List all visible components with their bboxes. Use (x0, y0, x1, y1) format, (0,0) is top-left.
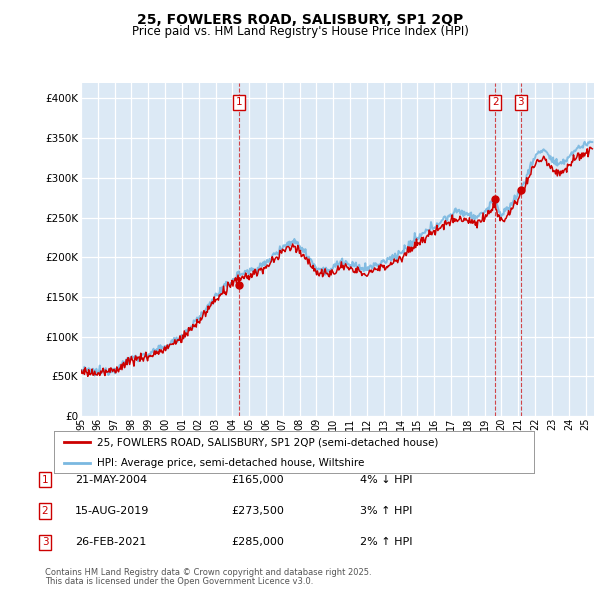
Text: 3: 3 (518, 97, 524, 107)
Text: 1: 1 (235, 97, 242, 107)
Text: 3: 3 (41, 537, 49, 547)
Text: 3% ↑ HPI: 3% ↑ HPI (360, 506, 412, 516)
Text: 2% ↑ HPI: 2% ↑ HPI (360, 537, 413, 547)
Text: 4% ↓ HPI: 4% ↓ HPI (360, 475, 413, 484)
Text: Contains HM Land Registry data © Crown copyright and database right 2025.: Contains HM Land Registry data © Crown c… (45, 568, 371, 577)
Text: Price paid vs. HM Land Registry's House Price Index (HPI): Price paid vs. HM Land Registry's House … (131, 25, 469, 38)
Text: This data is licensed under the Open Government Licence v3.0.: This data is licensed under the Open Gov… (45, 577, 313, 586)
Text: 2: 2 (41, 506, 49, 516)
Text: £273,500: £273,500 (231, 506, 284, 516)
Text: 26-FEB-2021: 26-FEB-2021 (75, 537, 146, 547)
Text: 2: 2 (492, 97, 499, 107)
Text: 1: 1 (41, 475, 49, 484)
Text: 15-AUG-2019: 15-AUG-2019 (75, 506, 149, 516)
Text: 25, FOWLERS ROAD, SALISBURY, SP1 2QP: 25, FOWLERS ROAD, SALISBURY, SP1 2QP (137, 13, 463, 27)
Text: HPI: Average price, semi-detached house, Wiltshire: HPI: Average price, semi-detached house,… (97, 458, 365, 467)
Text: 25, FOWLERS ROAD, SALISBURY, SP1 2QP (semi-detached house): 25, FOWLERS ROAD, SALISBURY, SP1 2QP (se… (97, 437, 439, 447)
Text: £165,000: £165,000 (231, 475, 284, 484)
Text: £285,000: £285,000 (231, 537, 284, 547)
Text: 21-MAY-2004: 21-MAY-2004 (75, 475, 147, 484)
